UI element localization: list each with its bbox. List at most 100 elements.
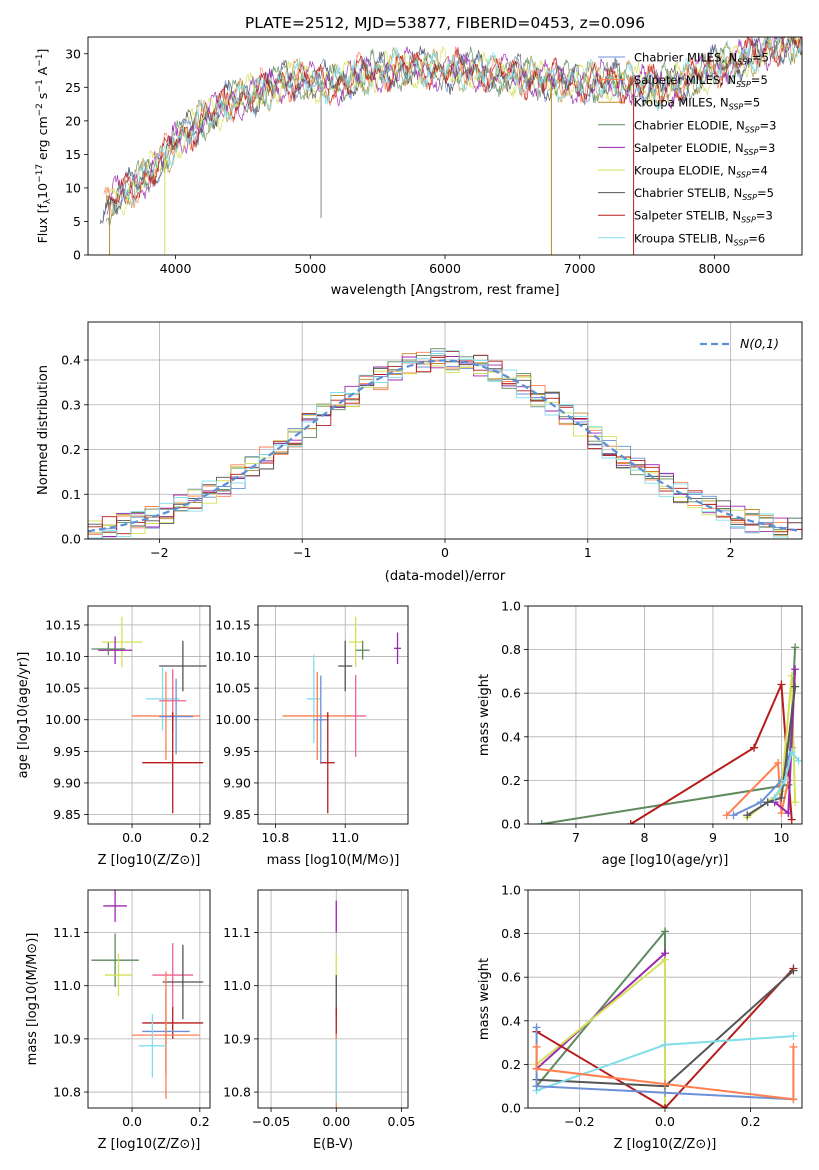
- weight-marker: [777, 793, 786, 802]
- legend-eq: =: [751, 164, 761, 178]
- x-tick-label: 0.2: [741, 1114, 761, 1129]
- x-axis-label: Z [log10(Z/Z⊙)]: [98, 853, 201, 868]
- y-axis-label-part: −1: [35, 54, 45, 67]
- x-tick-label: 0.05: [388, 1114, 416, 1129]
- legend-nssp-value: 5: [767, 186, 774, 200]
- axes-frame: [87, 605, 211, 825]
- y-tick-label: 11.0: [223, 978, 251, 993]
- y-tick-label: 0.4: [501, 1013, 521, 1028]
- y-axis-label: Flux [fλ10−17 erg cm−2 s−1 A−1]: [35, 49, 53, 244]
- y-tick-label: 9.90: [53, 775, 81, 790]
- legend-nssp-label: , N: [729, 118, 745, 132]
- chart-mass-vs-ebv: −0.05 0.00 0.05 10.8 10.9 11.0 11.1: [223, 889, 416, 1129]
- y-tick-label: 0.0: [61, 532, 81, 547]
- spectrum-line: [99, 37, 802, 225]
- y-tick-label: 11.1: [53, 925, 81, 940]
- weight-marker: [661, 927, 669, 936]
- weight-marker: [532, 1082, 541, 1091]
- y-tick-label: 5: [73, 214, 81, 229]
- weight-marker: [626, 820, 635, 824]
- axes-frame: [87, 36, 803, 256]
- legend-nssp-sub: SSP: [737, 58, 752, 67]
- legend-nssp-label: , N: [720, 164, 736, 178]
- legend-eq: =: [756, 209, 766, 223]
- y-tick-label: 10.10: [45, 649, 81, 664]
- y-tick-label: 9.85: [223, 807, 251, 822]
- spectrum-line: [110, 37, 801, 205]
- chart-weight-vs-age: 7 8 9 10 0.0 0.2 0.4 0.6 0.8 1.0: [501, 599, 803, 845]
- chart-age-vs-Z: 0.0 0.2 9.85 9.90 9.95 10.00 10.05 10.10 10.15: [45, 605, 211, 845]
- y-tick-label: 9.95: [53, 744, 81, 759]
- x-tick-label: 6000: [429, 261, 461, 276]
- weight-line: [535, 928, 666, 1087]
- x-tick-label: 0.0: [122, 1114, 142, 1129]
- y-tick-label: 0.6: [501, 686, 521, 701]
- plot-area: [91, 616, 207, 814]
- legend-eq: =: [757, 186, 767, 200]
- x-axis-label: wavelength [Angstrom, rest frame]: [331, 283, 560, 298]
- x-tick-label: 0.2: [190, 830, 210, 845]
- y-axis-label-part: −2: [35, 103, 45, 116]
- x-axis-label: (data-model)/error: [385, 569, 506, 584]
- axes-frame: [257, 605, 409, 825]
- legend-nssp-label: , N: [720, 73, 736, 87]
- axes-frame: [527, 605, 803, 825]
- weight-marker: [789, 966, 798, 975]
- legend-nssp-sub: SSP: [745, 125, 760, 134]
- plot-area: [532, 927, 798, 1108]
- axes-frame: [87, 321, 803, 540]
- x-tick-label: −1: [293, 545, 311, 560]
- weight-marker: [777, 680, 786, 689]
- legend-nssp-value: 5: [753, 96, 760, 110]
- weight-marker: [532, 1023, 541, 1032]
- legend-nssp-value: 3: [765, 209, 772, 223]
- y-tick-label: 10.05: [215, 681, 251, 696]
- legend-nssp-value: 3: [769, 118, 776, 132]
- legend-nssp-sub: SSP: [742, 193, 757, 202]
- legend-nssp-label: , N: [713, 96, 729, 110]
- legend-entry: Chabrier MILES, NSSP=5: [634, 51, 769, 67]
- legend-entry: Salpeter STELIB, NSSP=3: [634, 209, 773, 225]
- y-tick-label: 0.4: [501, 729, 521, 744]
- weight-line: [535, 950, 666, 1087]
- y-axis-label-part: −1: [35, 79, 45, 92]
- legend-eq: =: [758, 141, 768, 155]
- weight-line: [541, 647, 797, 824]
- x-tick-label: 10.8: [262, 830, 290, 845]
- y-tick-label: 10: [65, 180, 81, 195]
- plot-area: [99, 37, 802, 255]
- legend-name: Chabrier ELODIE: [634, 118, 729, 132]
- y-tick-label: 10.15: [45, 617, 81, 632]
- y-tick-label: 11.0: [53, 978, 81, 993]
- chart-weight-vs-Z: −0.2 0.0 0.2 0.0 0.2 0.4 0.6 0.8 1.0: [501, 883, 803, 1129]
- histogram-step: [88, 350, 802, 539]
- weight-marker: [794, 756, 802, 765]
- weight-marker: [763, 798, 772, 807]
- weight-marker: [789, 1032, 798, 1041]
- legend-name: Kroupa MILES: [634, 96, 713, 110]
- legend-nssp-value: 6: [758, 231, 765, 245]
- weight-marker: [791, 682, 800, 691]
- y-tick-label: 0.8: [501, 926, 521, 941]
- weight-marker: [784, 809, 793, 818]
- x-tick-label: 4000: [160, 261, 192, 276]
- weight-marker: [789, 1095, 798, 1104]
- y-tick-label: 10.8: [53, 1085, 81, 1100]
- y-tick-label: 25: [65, 80, 81, 95]
- y-tick-label: 20: [65, 113, 81, 128]
- y-tick-label: 10.00: [45, 712, 81, 727]
- weight-marker: [787, 815, 796, 824]
- x-axis-label: E(B-V): [313, 1137, 353, 1152]
- y-tick-label: 10.05: [45, 681, 81, 696]
- weight-marker: [791, 643, 800, 652]
- plot-area: [282, 616, 402, 814]
- x-tick-label: 0: [441, 545, 449, 560]
- x-axis-label: Z [log10(Z/Z⊙)]: [614, 1137, 717, 1152]
- plot-area: [537, 643, 802, 824]
- legend-nssp-sub: SSP: [729, 103, 744, 112]
- x-tick-label: 9: [709, 830, 717, 845]
- y-axis-label-part: Flux [f: [35, 204, 50, 244]
- y-axis-label-part: λ: [43, 198, 53, 204]
- x-tick-label: −0.05: [252, 1114, 290, 1129]
- y-tick-label: 15: [65, 147, 81, 162]
